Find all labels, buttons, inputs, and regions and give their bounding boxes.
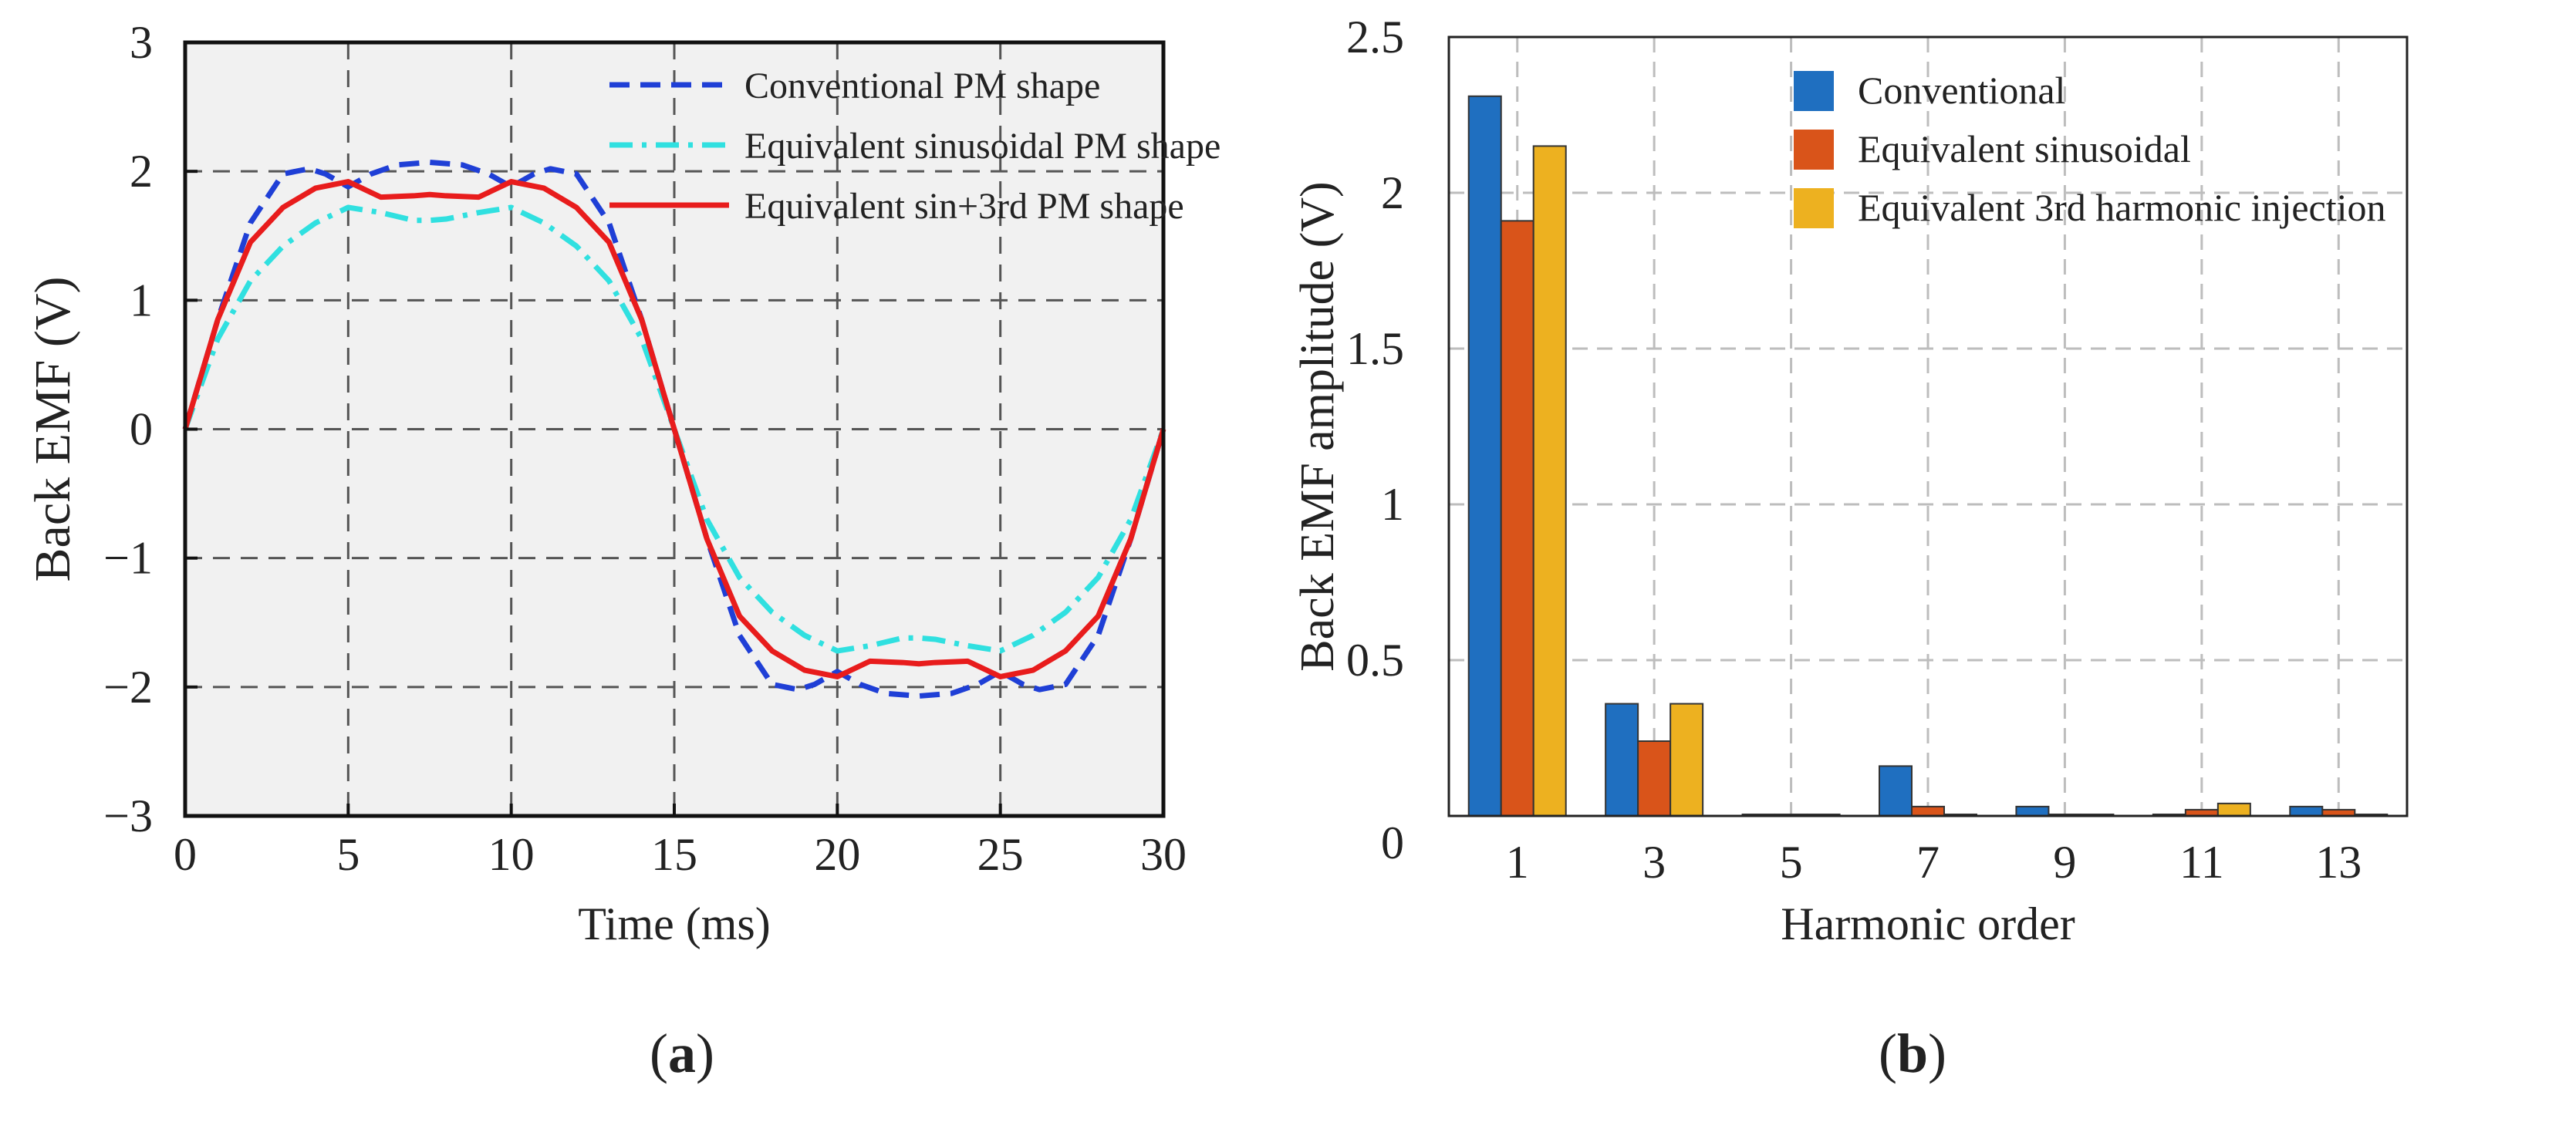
b-bar-7-s1 xyxy=(1911,805,1945,817)
a-series-line-1 xyxy=(182,204,1166,654)
a-tick-labels: 0 5 10 15 20 25 30 −3 −2 −1 0 1 2 3 xyxy=(103,17,1187,880)
b-bar-3-s2 xyxy=(1670,703,1704,817)
a-legend-label-1: Equivalent sinusoidal PM shape xyxy=(744,126,1220,167)
panel-b-caption: (b) xyxy=(1879,1023,1946,1084)
a-x-tick-label: 20 xyxy=(814,829,860,880)
b-bar-3-s1 xyxy=(1637,740,1672,817)
b-grid xyxy=(1449,35,2407,816)
b-x-tick-label: 9 xyxy=(2053,837,2076,888)
a-legend: Conventional PM shape Equivalent sinusoid… xyxy=(609,66,1220,227)
a-axes xyxy=(183,40,1166,818)
a-x-tick-label: 25 xyxy=(977,829,1024,880)
b-y-axis-label: Back EMF amplitude (V) xyxy=(1291,181,1344,671)
a-x-tick-label: 30 xyxy=(1140,829,1187,880)
b-bar-1-s2 xyxy=(1532,145,1567,817)
b-bar-11-s2 xyxy=(2216,802,2251,817)
a-y-tick-label: 1 xyxy=(130,275,153,325)
b-bar-7-s0 xyxy=(1879,765,1913,817)
b-legend-swatch-0 xyxy=(1794,71,1834,111)
a-x-tick-label: 15 xyxy=(651,829,697,880)
b-y-tick-label: 0 xyxy=(1381,817,1404,868)
b-x-tick-label: 13 xyxy=(2315,837,2362,888)
a-x-tick-label: 0 xyxy=(174,829,197,880)
a-series-lines xyxy=(182,159,1166,699)
panel-a-caption-text: (a) xyxy=(650,1023,714,1084)
b-legend: Conventional Equivalent sinusoidal Equival… xyxy=(1794,69,2386,229)
a-x-axis-label: Time (ms) xyxy=(578,898,771,949)
b-axes xyxy=(1447,35,2409,817)
a-legend-label-0: Conventional PM shape xyxy=(744,66,1100,106)
a-y-tick-label: 3 xyxy=(130,17,153,68)
b-legend-label-1: Equivalent sinusoidal xyxy=(1858,127,2191,170)
b-bar-13-s0 xyxy=(2289,805,2324,817)
b-x-axis-label: Harmonic order xyxy=(1781,898,2075,949)
b-bar-9-s0 xyxy=(2015,805,2050,817)
a-legend-label-2: Equivalent sin+3rd PM shape xyxy=(744,186,1184,227)
b-y-tick-label: 2.5 xyxy=(1346,12,1404,62)
a-series-line-2 xyxy=(182,179,1166,679)
a-series-line-0 xyxy=(182,159,1166,699)
b-y-tick-label: 0.5 xyxy=(1346,635,1404,686)
b-x-tick-label: 11 xyxy=(2179,837,2224,888)
b-bar-1-s1 xyxy=(1500,220,1534,817)
b-y-tick-label: 1 xyxy=(1381,479,1404,530)
b-y-tick-label: 1.5 xyxy=(1346,323,1404,374)
b-x-tick-label: 5 xyxy=(1780,837,1803,888)
a-y-tick-label: 0 xyxy=(130,404,153,455)
b-axes-frame xyxy=(1447,35,2409,817)
a-y-tick-label: −1 xyxy=(103,533,153,584)
b-legend-swatch-1 xyxy=(1794,130,1834,170)
a-x-tick-label: 10 xyxy=(488,829,535,880)
b-legend-label-0: Conventional xyxy=(1858,69,2065,112)
b-legend-swatch-2 xyxy=(1794,188,1834,228)
b-x-tick-label: 1 xyxy=(1506,837,1529,888)
panel-a-caption: (a) xyxy=(650,1023,714,1084)
panel-a-letter: a xyxy=(668,1023,696,1084)
panel-b-letter: b xyxy=(1897,1023,1928,1084)
b-y-tick-label: 2 xyxy=(1381,167,1404,218)
panel-b-caption-text: (b) xyxy=(1879,1023,1946,1084)
a-x-tick-label: 5 xyxy=(336,829,360,880)
b-x-tick-label: 7 xyxy=(1916,837,1940,888)
b-bar-1-s0 xyxy=(1467,95,1502,817)
b-bar-3-s0 xyxy=(1605,703,1639,817)
b-legend-label-2: Equivalent 3rd harmonic injection xyxy=(1858,186,2386,229)
a-y-tick-label: −2 xyxy=(103,662,153,713)
a-y-tick-label: −3 xyxy=(103,790,153,841)
a-y-tick-label: 2 xyxy=(130,146,153,197)
a-y-axis-label: Back EMF (V) xyxy=(25,277,81,582)
b-x-tick-label: 3 xyxy=(1642,837,1666,888)
